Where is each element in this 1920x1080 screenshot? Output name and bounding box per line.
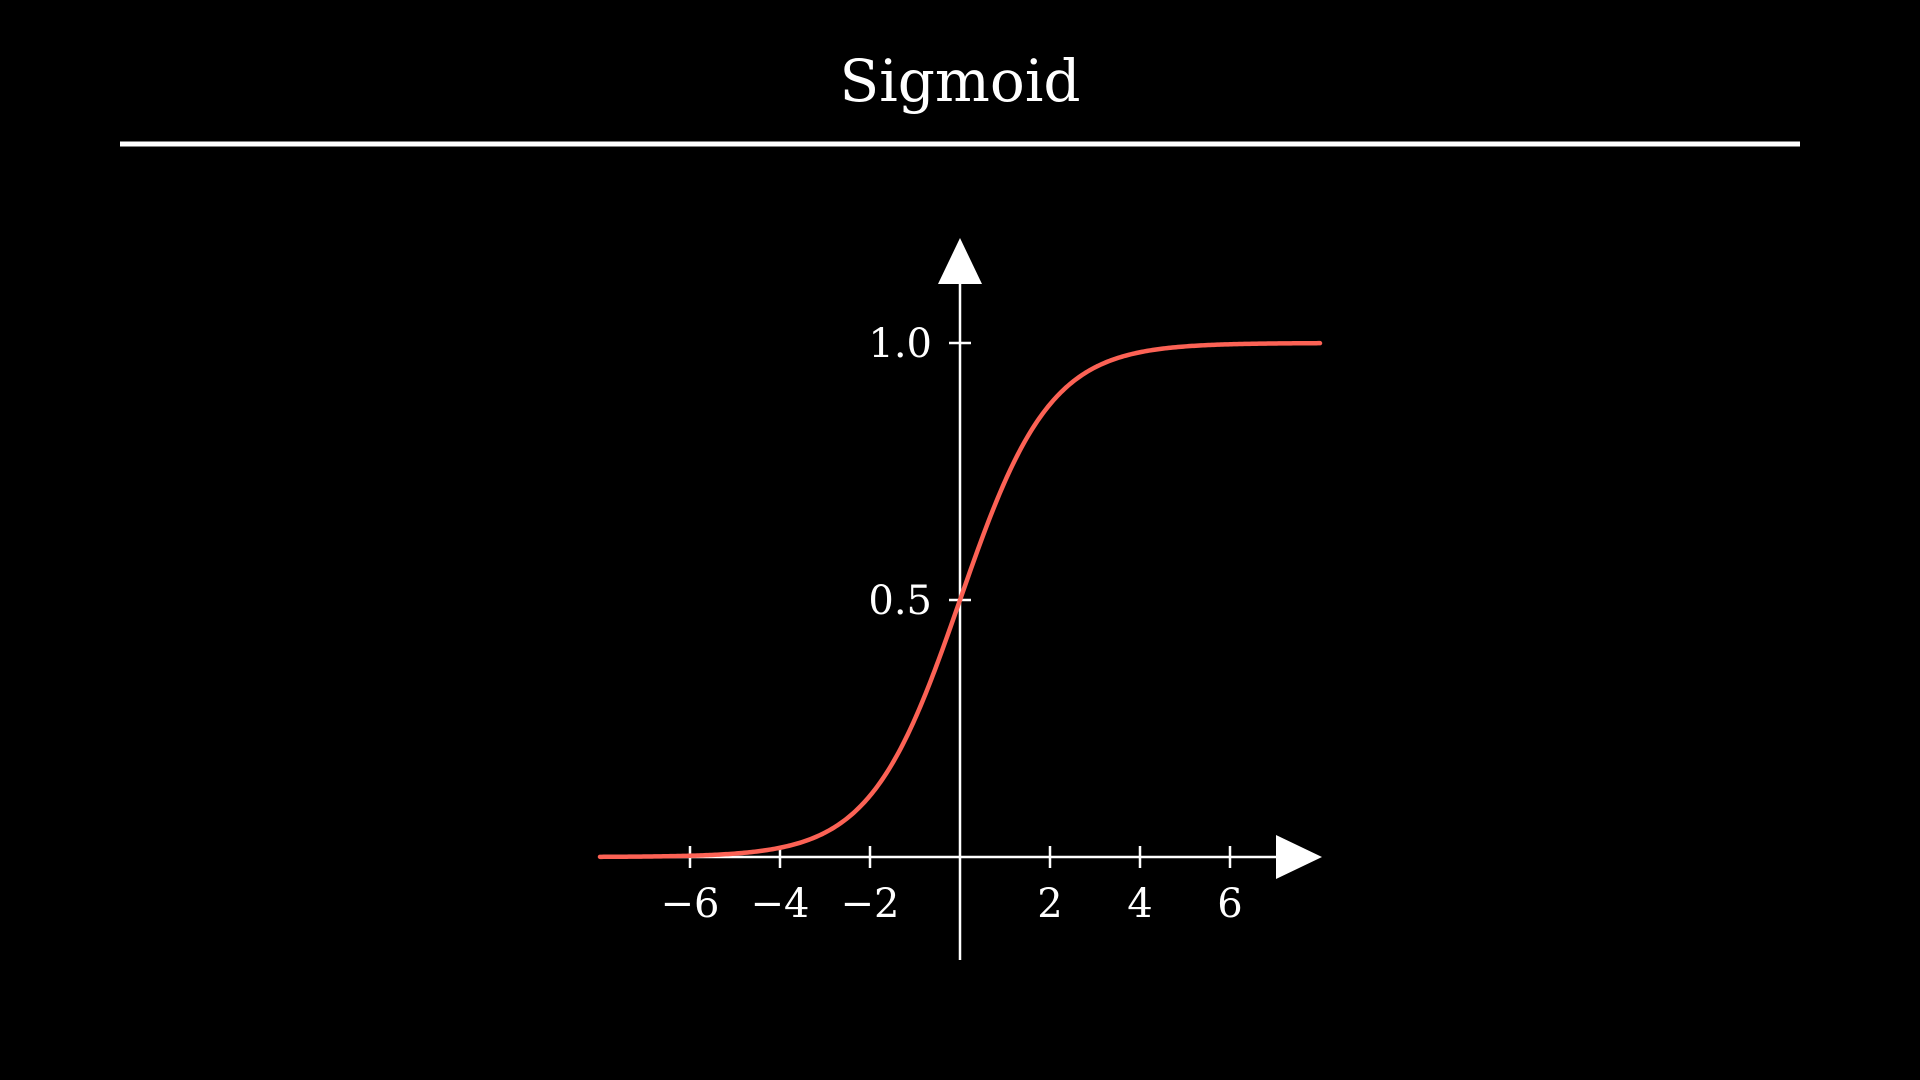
x-tick-label: 4 xyxy=(1127,881,1152,927)
y-axis-arrowhead xyxy=(938,238,982,284)
x-tick-label: −4 xyxy=(751,881,810,927)
chart-title: Sigmoid xyxy=(839,47,1080,115)
x-tick-label: 2 xyxy=(1037,881,1062,927)
ticks: −6 −4 −2 2 4 6 0.5 1.0 xyxy=(661,321,1243,927)
y-tick-label: 1.0 xyxy=(868,321,932,367)
series-line-sigmoid xyxy=(597,340,1323,860)
x-axis-arrowhead xyxy=(1276,835,1322,879)
x-tick-label: −2 xyxy=(841,881,900,927)
curves xyxy=(597,340,1323,860)
y-tick-label: 0.5 xyxy=(868,578,932,624)
x-tick-label: −6 xyxy=(661,881,720,927)
x-tick-label: 6 xyxy=(1217,881,1242,927)
